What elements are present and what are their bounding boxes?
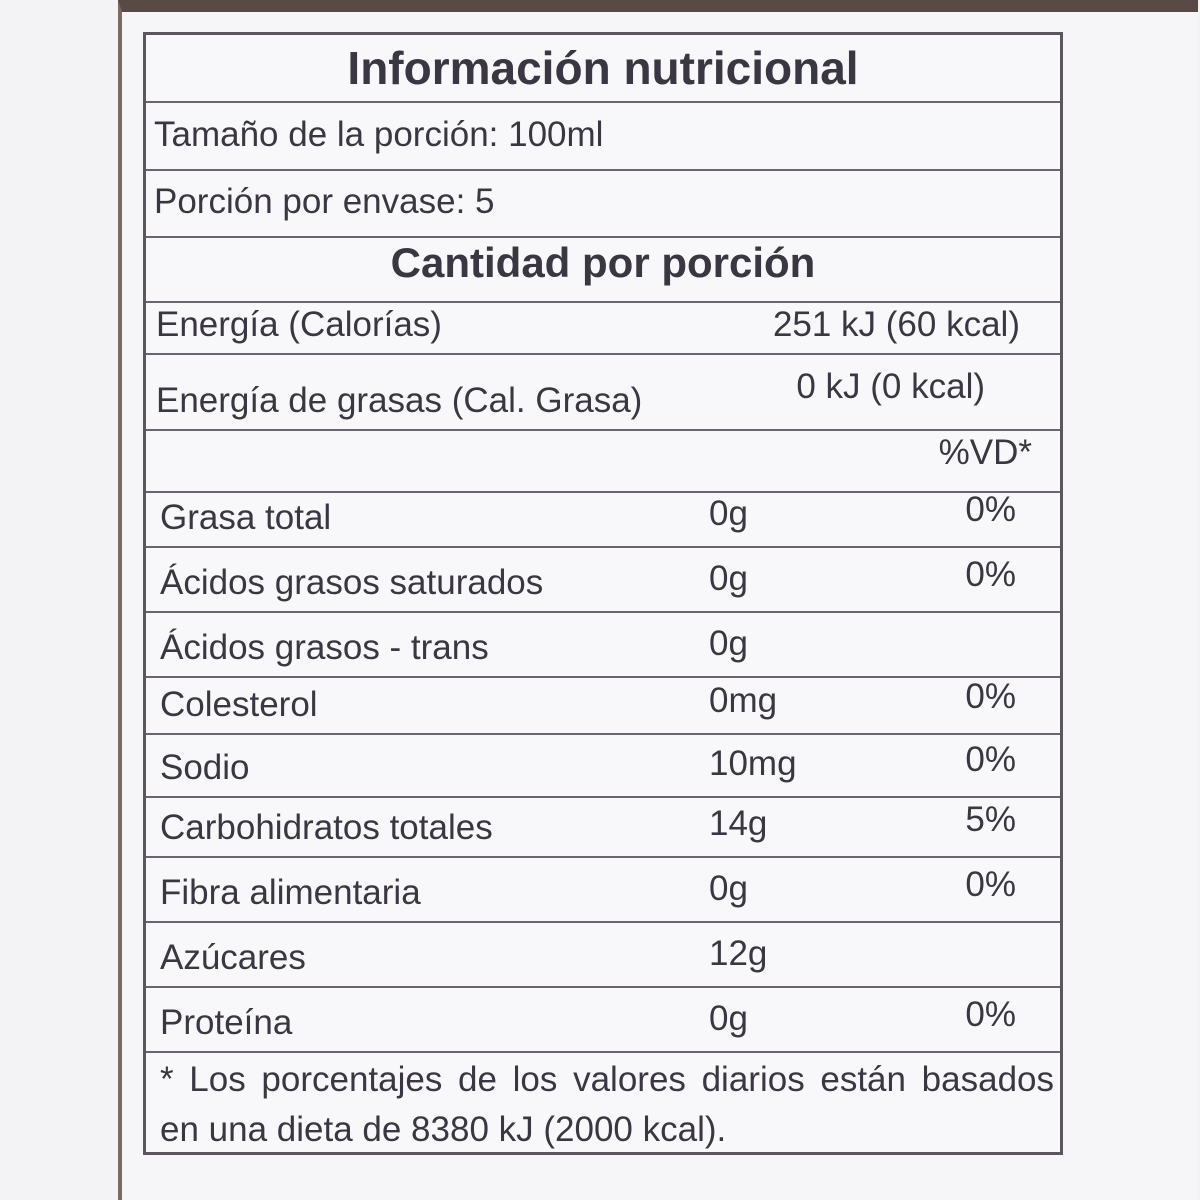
nutrient-name: Ácidos grasos - trans — [160, 628, 489, 667]
nutrient-amount: 0mg — [709, 681, 778, 720]
nutrient-dv: 0% — [965, 677, 1016, 716]
nutrient-name: Fibra alimentaria — [160, 873, 421, 912]
nutrient-amount: 12g — [709, 934, 768, 973]
table-row: Energía (Calorías) 251 kJ (60 kcal) — [146, 303, 1060, 355]
table-row: Cantidad por porción — [146, 238, 1060, 303]
table-row: Colesterol 0mg 0% — [146, 677, 1060, 735]
nutrient-name: Carbohidratos totales — [160, 808, 493, 847]
table-row: Grasa total 0g 0% — [146, 490, 1060, 548]
table-row: Fibra alimentaria 0g 0% — [146, 858, 1060, 923]
footnote: * Los porcentajes de los valores diarios… — [160, 1060, 1054, 1149]
nutrient-amount: 14g — [709, 804, 768, 843]
nutrient-name: Colesterol — [160, 685, 318, 724]
table-row: %VD* — [146, 431, 1060, 493]
table-row: Sodio 10mg 0% — [146, 735, 1060, 798]
table-row: Ácidos grasos saturados 0g 0% — [146, 548, 1060, 613]
nutrient-amount: 0g — [709, 624, 748, 663]
nutrition-table: Información nutricional Tamaño de la porc… — [143, 32, 1063, 1155]
energy-value: 251 kJ (60 kcal) — [772, 305, 1020, 344]
table-title: Información nutricional — [347, 42, 859, 94]
nutrient-name: Ácidos grasos saturados — [160, 563, 544, 602]
nutrient-name: Azúcares — [160, 938, 306, 977]
table-row: Azúcares 12g — [146, 923, 1060, 988]
nutrient-amount: 10mg — [709, 744, 797, 783]
table-row: Información nutricional — [146, 35, 1060, 103]
table-row: Carbohidratos totales 14g 5% — [146, 798, 1060, 858]
nutrient-name: Grasa total — [160, 498, 332, 537]
nutrient-dv: 5% — [965, 800, 1016, 839]
table-row: Proteína 0g 0% — [146, 988, 1060, 1053]
nutrient-dv: 0% — [965, 995, 1016, 1034]
nutrient-name: Proteína — [160, 1003, 293, 1042]
section-subtitle: Cantidad por porción — [390, 239, 816, 286]
nutrient-dv: 0% — [965, 865, 1016, 904]
table-row: Porción por envase: 5 — [146, 171, 1060, 238]
energy-value: 0 kJ (0 kcal) — [796, 367, 985, 406]
nutrient-name: Sodio — [160, 748, 250, 787]
servings-per-container: Porción por envase: 5 — [154, 182, 495, 221]
dv-header: %VD* — [938, 433, 1032, 472]
nutrient-dv: 0% — [965, 490, 1016, 529]
nutrient-amount: 0g — [709, 559, 748, 598]
table-row: Tamaño de la porción: 100ml — [146, 103, 1060, 171]
energy-name: Energía de grasas (Cal. Grasa) — [156, 381, 643, 420]
table-row: Ácidos grasos - trans 0g — [146, 613, 1060, 678]
serving-size: Tamaño de la porción: 100ml — [154, 115, 604, 154]
table-row: Energía de grasas (Cal. Grasa) 0 kJ (0 kc… — [146, 355, 1060, 431]
energy-name: Energía (Calorías) — [156, 305, 442, 344]
nutrient-amount: 0g — [709, 494, 748, 533]
nutrient-amount: 0g — [709, 869, 748, 908]
nutrient-amount: 0g — [709, 999, 748, 1038]
nutrient-dv: 0% — [965, 555, 1016, 594]
nutrient-dv: 0% — [965, 740, 1016, 779]
